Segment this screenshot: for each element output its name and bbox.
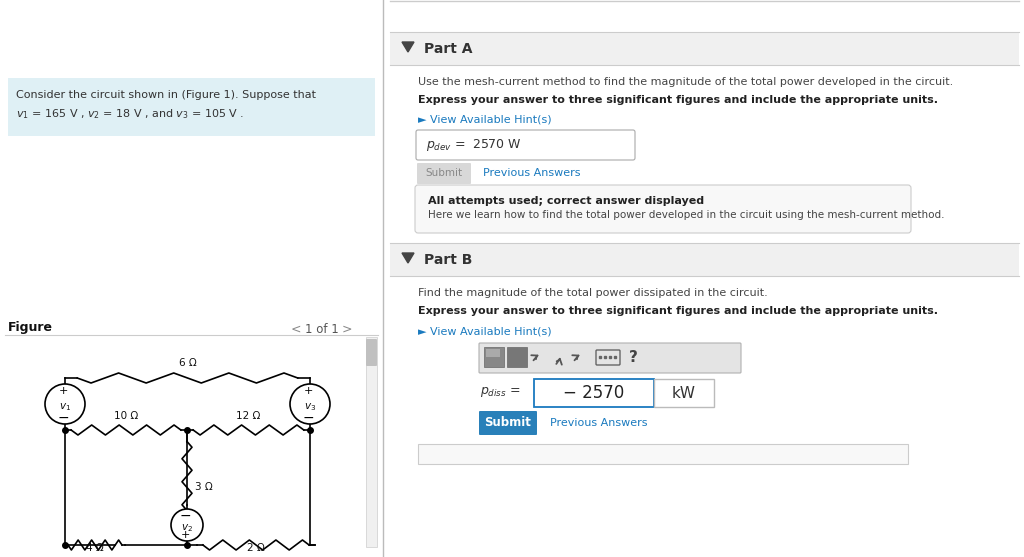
Text: $v_2$: $v_2$ [181,522,193,534]
FancyBboxPatch shape [390,32,1019,65]
FancyBboxPatch shape [654,379,714,407]
Text: $p_{dev}$ =  2570 W: $p_{dev}$ = 2570 W [426,137,521,153]
Text: <: < [291,323,301,336]
FancyBboxPatch shape [479,411,537,435]
Text: Consider the circuit shown in (Figure 1). Suppose that: Consider the circuit shown in (Figure 1)… [16,90,316,100]
FancyBboxPatch shape [8,78,375,136]
Text: ?: ? [629,350,637,365]
Text: − 2570: − 2570 [563,384,625,402]
Text: ► View Available Hint(s): ► View Available Hint(s) [418,115,552,125]
FancyBboxPatch shape [390,243,1019,276]
Polygon shape [402,42,414,52]
Text: $v_3$: $v_3$ [304,401,316,413]
FancyBboxPatch shape [415,185,911,233]
Text: Find the magnitude of the total power dissipated in the circuit.: Find the magnitude of the total power di… [418,288,768,298]
Text: 2 Ω: 2 Ω [247,543,265,553]
Text: $p_{diss}$ =: $p_{diss}$ = [480,385,522,399]
Text: >: > [342,323,352,336]
Text: $v_1$ = 165 V , $v_2$ = 18 V , and $v_3$ = 105 V .: $v_1$ = 165 V , $v_2$ = 18 V , and $v_3$… [16,107,245,121]
Text: 10 Ω: 10 Ω [114,411,138,421]
FancyBboxPatch shape [418,444,908,464]
Text: Submit: Submit [484,417,531,429]
Text: 1 of 1: 1 of 1 [305,323,339,336]
Text: −: − [179,509,190,523]
FancyBboxPatch shape [507,347,527,367]
FancyBboxPatch shape [417,163,471,184]
Circle shape [45,384,85,424]
FancyBboxPatch shape [484,347,504,367]
Circle shape [171,509,203,541]
Circle shape [290,384,330,424]
Text: Figure: Figure [8,321,53,334]
Text: Here we learn how to find the total power developed in the circuit using the mes: Here we learn how to find the total powe… [428,210,944,220]
Text: All attempts used; correct answer displayed: All attempts used; correct answer displa… [428,196,705,206]
Text: +: + [303,386,312,396]
Text: 12 Ω: 12 Ω [237,411,261,421]
Text: Use the mesh-current method to find the magnitude of the total power developed i: Use the mesh-current method to find the … [418,77,953,87]
Text: Express your answer to three significant figures and include the appropriate uni: Express your answer to three significant… [418,95,938,105]
Text: kW: kW [672,385,696,400]
Text: Express your answer to three significant figures and include the appropriate uni: Express your answer to three significant… [418,306,938,316]
Text: 6 Ω: 6 Ω [178,358,197,368]
Text: +: + [58,386,68,396]
Text: $v_1$: $v_1$ [59,401,71,413]
Text: +: + [180,530,189,540]
FancyBboxPatch shape [479,343,741,373]
Text: −: − [57,411,69,425]
Text: Part B: Part B [424,253,472,267]
Text: 4 Ω: 4 Ω [86,543,103,553]
FancyBboxPatch shape [416,130,635,160]
FancyBboxPatch shape [534,379,654,407]
FancyBboxPatch shape [486,349,500,357]
FancyBboxPatch shape [366,339,377,366]
Text: −: − [302,411,313,425]
Text: Previous Answers: Previous Answers [550,418,647,428]
Polygon shape [402,253,414,263]
Text: Submit: Submit [425,168,463,178]
Text: Part A: Part A [424,42,472,56]
Text: ► View Available Hint(s): ► View Available Hint(s) [418,326,552,336]
Text: Previous Answers: Previous Answers [483,168,581,178]
FancyBboxPatch shape [366,337,377,547]
Text: 3 Ω: 3 Ω [195,482,213,492]
